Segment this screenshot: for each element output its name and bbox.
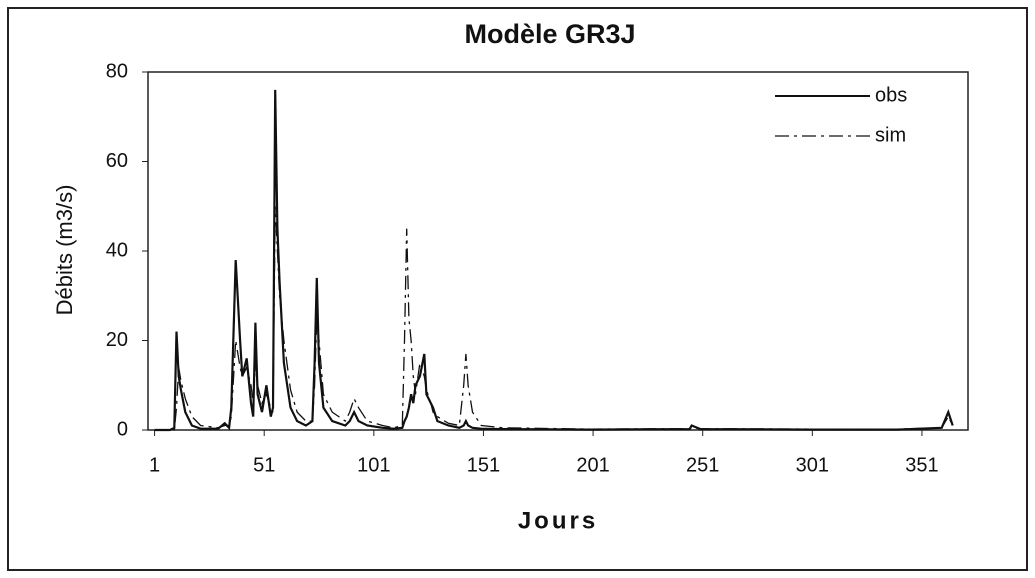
y-tick-label: 80	[106, 60, 128, 82]
x-tick-label: 101	[357, 454, 390, 476]
frame	[7, 7, 1028, 571]
x-tick-label: 1	[149, 454, 160, 476]
x-tick-label: 251	[686, 454, 719, 476]
x-tick-label: 151	[467, 454, 500, 476]
series-line	[154, 206, 954, 431]
y-tick-label: 40	[106, 239, 128, 261]
y-tick-label: 20	[106, 329, 128, 351]
legend-label: sim	[875, 124, 906, 146]
y-axis-label: Débits (m3/s)	[52, 185, 77, 316]
series-line	[154, 89, 954, 432]
x-tick-label: 201	[576, 454, 609, 476]
y-tick-label: 60	[106, 150, 128, 172]
x-tick-label: 351	[905, 454, 938, 476]
x-tick-label: 301	[796, 454, 829, 476]
y-tick-label: 0	[117, 418, 128, 440]
x-tick-label: 51	[253, 454, 275, 476]
plot-area	[147, 71, 969, 431]
chart-title: Modèle GR3J	[464, 19, 635, 49]
legend-label: obs	[875, 84, 907, 106]
x-axis-label: Jours	[518, 507, 598, 534]
